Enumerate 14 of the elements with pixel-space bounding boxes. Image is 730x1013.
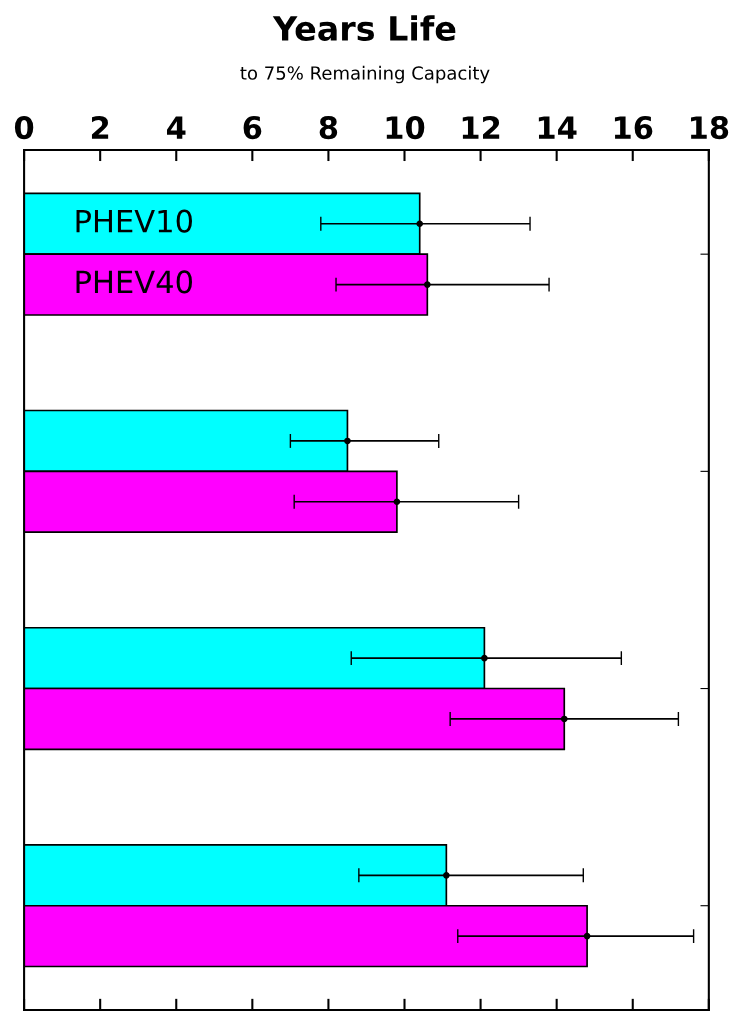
x-tick-label: 6 (243, 116, 262, 140)
x-tick-label: 16 (614, 116, 653, 140)
chart-subtitle: to 75% Remaining Capacity (240, 65, 490, 84)
x-tick-label: 10 (386, 116, 425, 140)
x-tick-label: 14 (538, 116, 577, 139)
series-label: PHEV40 (76, 270, 193, 294)
x-tick-label: 18 (691, 116, 729, 140)
x-tick-label: 8 (319, 116, 338, 140)
series-label: PHEV10 (76, 209, 193, 233)
x-tick-label: 12 (462, 116, 500, 139)
x-tick-label: 4 (167, 116, 186, 139)
x-tick-label: 0 (14, 116, 34, 140)
x-tick-label: 2 (91, 116, 109, 139)
chart-title: Years Life (272, 15, 456, 41)
